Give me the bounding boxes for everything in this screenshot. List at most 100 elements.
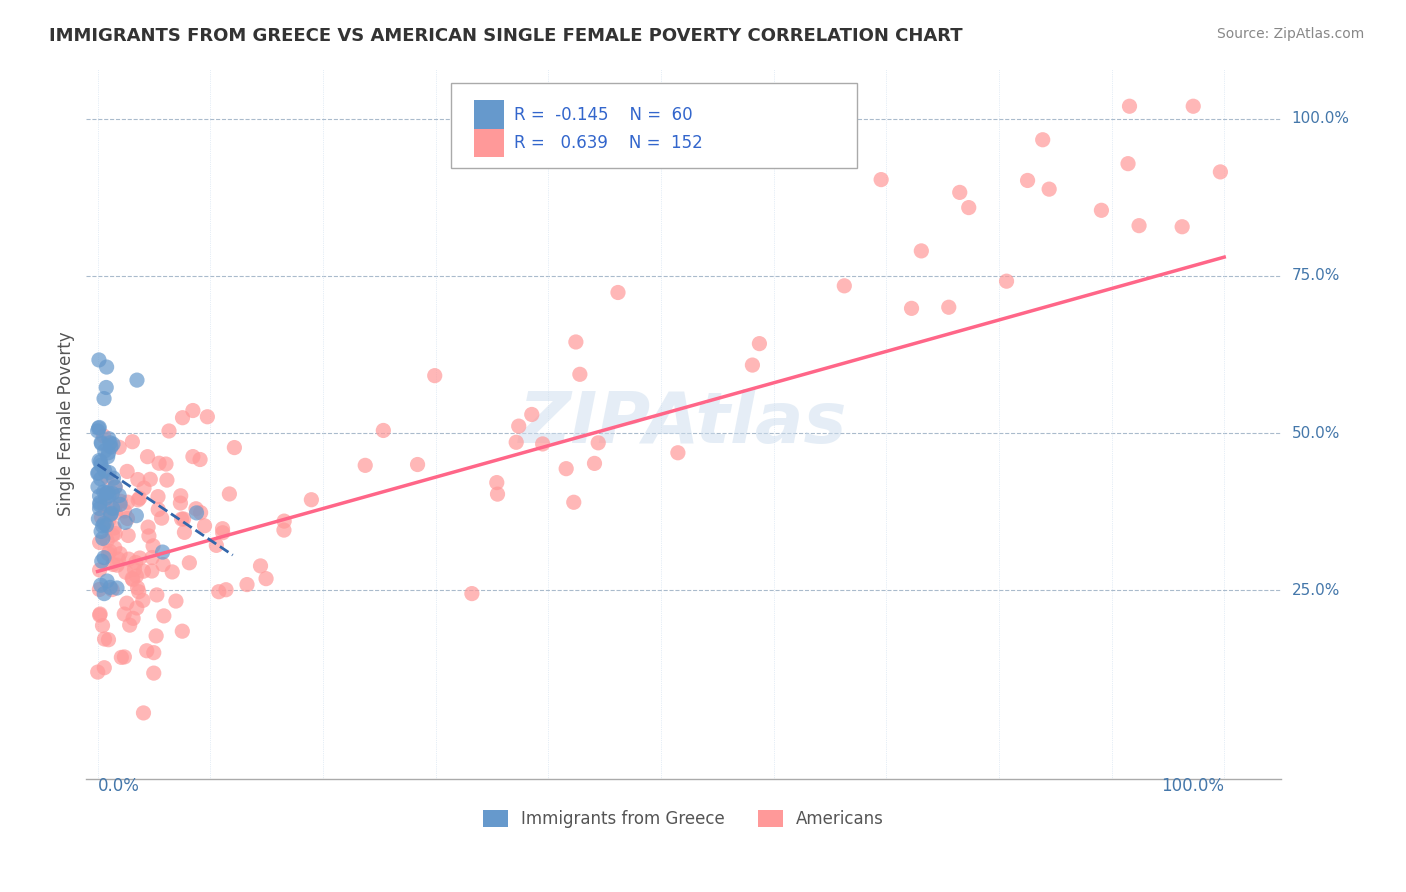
Americans (115, 596, 138, 610)
Immigrants from Greece (87, 353, 110, 368)
Americans (142, 666, 165, 681)
Americans (122, 611, 145, 625)
Immigrants from Greece (104, 480, 127, 494)
Americans (170, 512, 193, 526)
Immigrants from Greece (87, 467, 110, 481)
Americans (110, 494, 132, 508)
Americans (125, 556, 148, 570)
Text: 0.0%: 0.0% (97, 778, 139, 796)
Americans (155, 457, 177, 471)
Americans (565, 334, 588, 349)
Americans (93, 661, 115, 675)
Americans (173, 512, 195, 526)
Americans (1116, 156, 1139, 170)
Immigrants from Greece (114, 516, 136, 530)
Americans (101, 582, 124, 597)
Immigrants from Greece (89, 453, 111, 467)
Americans (486, 487, 509, 501)
Americans (169, 496, 191, 510)
Americans (127, 492, 149, 507)
Immigrants from Greece (125, 373, 148, 387)
Americans (138, 529, 160, 543)
Americans (118, 552, 141, 566)
Immigrants from Greece (90, 455, 112, 469)
Immigrants from Greece (89, 496, 111, 510)
Americans (146, 588, 169, 602)
Americans (1128, 219, 1150, 233)
Americans (910, 244, 932, 258)
Americans (125, 569, 148, 583)
Americans (110, 650, 132, 665)
Immigrants from Greece (108, 497, 131, 511)
Americans (108, 547, 131, 561)
Americans (146, 490, 169, 504)
Americans (254, 572, 277, 586)
Americans (96, 533, 118, 548)
Immigrants from Greece (94, 486, 117, 500)
Americans (132, 593, 155, 607)
Americans (586, 435, 609, 450)
Immigrants from Greece (89, 501, 111, 516)
Americans (273, 523, 295, 537)
Americans (107, 552, 129, 566)
Americans (141, 564, 163, 578)
Americans (117, 511, 139, 525)
Americans (607, 285, 630, 300)
Americans (1171, 219, 1194, 234)
Americans (91, 618, 114, 632)
Americans (97, 513, 120, 527)
Americans (128, 491, 150, 505)
Text: 100.0%: 100.0% (1161, 778, 1225, 796)
Americans (299, 492, 322, 507)
Immigrants from Greece (93, 443, 115, 458)
Immigrants from Greece (100, 508, 122, 522)
Americans (97, 547, 120, 561)
Immigrants from Greece (93, 484, 115, 499)
Americans (132, 564, 155, 578)
Americans (181, 403, 204, 417)
Americans (104, 541, 127, 555)
Americans (89, 563, 111, 577)
Immigrants from Greece (103, 471, 125, 485)
Americans (190, 506, 212, 520)
Immigrants from Greece (101, 486, 124, 500)
Text: IMMIGRANTS FROM GREECE VS AMERICAN SINGLE FEMALE POVERTY CORRELATION CHART: IMMIGRANTS FROM GREECE VS AMERICAN SINGL… (49, 27, 963, 45)
Immigrants from Greece (90, 524, 112, 539)
Text: 25.0%: 25.0% (1292, 582, 1340, 598)
Americans (211, 525, 233, 540)
Americans (117, 495, 139, 509)
Immigrants from Greece (87, 480, 110, 494)
Americans (96, 470, 118, 484)
Americans (373, 424, 395, 438)
Americans (195, 409, 218, 424)
Americans (583, 457, 606, 471)
Americans (949, 186, 972, 200)
Americans (125, 601, 148, 615)
Immigrants from Greece (91, 532, 114, 546)
Americans (127, 581, 149, 595)
Americans (423, 368, 446, 383)
Immigrants from Greece (94, 491, 117, 506)
FancyBboxPatch shape (450, 83, 856, 168)
Americans (173, 525, 195, 540)
Immigrants from Greece (93, 586, 115, 600)
Americans (90, 510, 112, 524)
Immigrants from Greece (108, 489, 131, 503)
Americans (97, 632, 120, 647)
Immigrants from Greece (97, 485, 120, 500)
Immigrants from Greece (86, 424, 108, 438)
Americans (128, 551, 150, 566)
Immigrants from Greece (93, 516, 115, 531)
Americans (748, 336, 770, 351)
Americans (1038, 182, 1060, 196)
Americans (89, 535, 111, 549)
Americans (205, 538, 228, 552)
Immigrants from Greece (101, 501, 124, 516)
Americans (172, 624, 194, 639)
Immigrants from Greece (97, 446, 120, 460)
Americans (224, 441, 246, 455)
Americans (136, 450, 159, 464)
Immigrants from Greece (96, 574, 118, 588)
Immigrants from Greece (98, 581, 121, 595)
Americans (485, 475, 508, 490)
